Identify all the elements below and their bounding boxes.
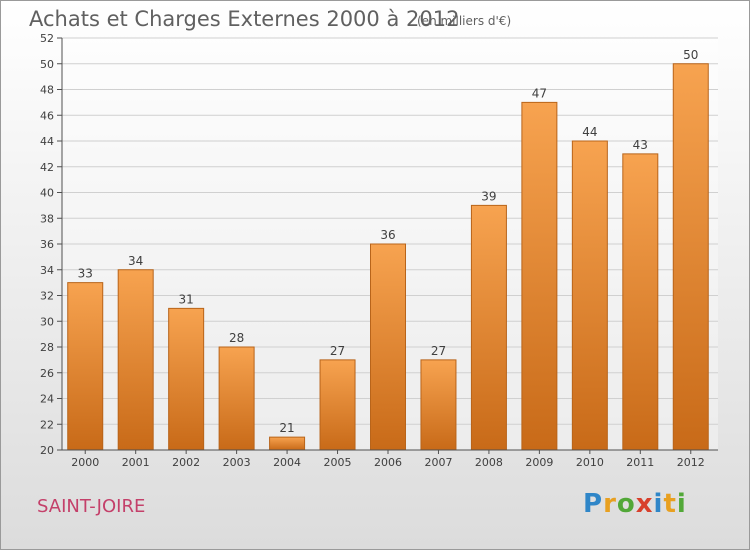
x-tick-label: 2001 [122, 456, 150, 469]
bar [571, 140, 608, 451]
y-tick-label: 44 [40, 135, 54, 148]
y-tick-label: 40 [40, 187, 54, 200]
proxiti-logo: Proxiti [583, 489, 687, 519]
y-tick-label: 24 [40, 393, 54, 406]
bar [218, 346, 255, 451]
x-tick-label: 2000 [71, 456, 99, 469]
y-tick-label: 48 [40, 84, 54, 97]
chart-subtitle: (en milliers d'€) [417, 14, 512, 28]
y-tick-label: 26 [40, 367, 54, 380]
bar [269, 436, 306, 451]
y-tick-label: 20 [40, 444, 54, 457]
x-tick-label: 2007 [424, 456, 452, 469]
y-tick-label: 36 [40, 238, 54, 251]
data-label: 28 [229, 331, 244, 345]
bar [370, 243, 406, 451]
x-tick-label: 2008 [475, 456, 503, 469]
y-tick-label: 22 [40, 418, 54, 431]
data-label: 43 [633, 138, 648, 152]
data-label: 39 [481, 189, 496, 203]
x-tick-label: 2012 [677, 456, 705, 469]
bar [521, 101, 558, 451]
bar [168, 307, 205, 451]
y-tick-label: 38 [40, 212, 54, 225]
x-tick-label: 2006 [374, 456, 402, 469]
bar [67, 282, 104, 451]
bar [117, 269, 154, 451]
bar [420, 359, 457, 451]
y-tick-label: 42 [40, 161, 54, 174]
data-label: 34 [128, 254, 143, 268]
x-tick-label: 2004 [273, 456, 301, 469]
y-tick-label: 32 [40, 290, 54, 303]
data-label: 27 [431, 344, 446, 358]
x-tick-label: 2005 [324, 456, 352, 469]
bar [622, 153, 659, 451]
labels: 20 22 24 26 28 30 32 34 36 38 40 42 44 46 48 50 52 33 2000… [40, 32, 705, 469]
bar [672, 63, 709, 451]
x-tick-label: 2002 [172, 456, 200, 469]
data-label: 31 [179, 292, 194, 306]
data-label: 33 [78, 267, 93, 281]
bars [67, 63, 709, 451]
chart-title: Achats et Charges Externes 2000 à 2012 [29, 7, 460, 31]
data-label: 50 [683, 48, 698, 62]
x-tick-label: 2009 [525, 456, 553, 469]
bar [319, 359, 356, 451]
y-tick-label: 52 [40, 32, 54, 45]
x-tick-label: 2003 [223, 456, 251, 469]
data-label: 27 [330, 344, 345, 358]
y-tick-label: 50 [40, 58, 54, 71]
x-tick-label: 2010 [576, 456, 604, 469]
y-tick-label: 28 [40, 341, 54, 354]
commune-name: SAINT-JOIRE [37, 496, 146, 517]
bar [470, 204, 507, 451]
data-label: 44 [582, 125, 597, 139]
data-label: 36 [380, 228, 395, 242]
y-tick-label: 34 [40, 264, 54, 277]
x-tick-label: 2011 [626, 456, 654, 469]
y-tick-label: 30 [40, 315, 54, 328]
data-label: 21 [279, 421, 294, 435]
axes [57, 37, 718, 454]
y-tick-label: 46 [40, 109, 54, 122]
data-label: 47 [532, 86, 547, 100]
